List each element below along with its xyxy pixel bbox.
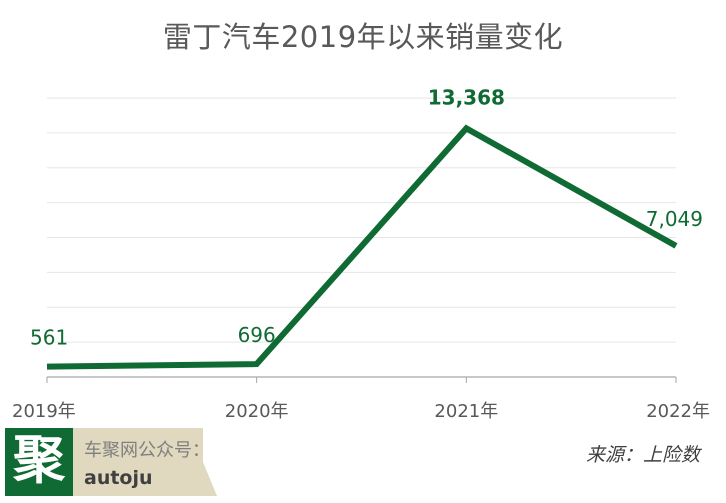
brand-banner-tip: [203, 462, 217, 496]
gridlines: [47, 97, 676, 343]
brand-banner: [73, 428, 203, 496]
source-note: 来源：上险数: [585, 444, 700, 466]
x-tick-label: 2021年: [434, 401, 498, 422]
chart-title: 雷丁汽车2019年以来销量变化: [162, 20, 564, 54]
x-axis: 2019年 2020年 2021年 2022年: [12, 376, 710, 422]
x-tick-label: 2019年: [12, 401, 76, 422]
data-label: 7,049: [646, 207, 703, 231]
wechat-account: autoju: [84, 467, 153, 489]
series-line: [46, 124, 678, 370]
series-layer: [46, 124, 678, 370]
brand-logo: 聚: [5, 428, 73, 496]
data-label: 696: [238, 323, 276, 347]
x-tick-label: 2020年: [225, 401, 289, 422]
data-label: 561: [30, 326, 68, 350]
x-tick-label: 2022年: [646, 401, 710, 422]
data-labels: 561 696 13,368 7,049: [30, 85, 703, 349]
wechat-label: 车聚网公众号：: [84, 440, 210, 461]
data-label: 13,368: [428, 85, 505, 109]
